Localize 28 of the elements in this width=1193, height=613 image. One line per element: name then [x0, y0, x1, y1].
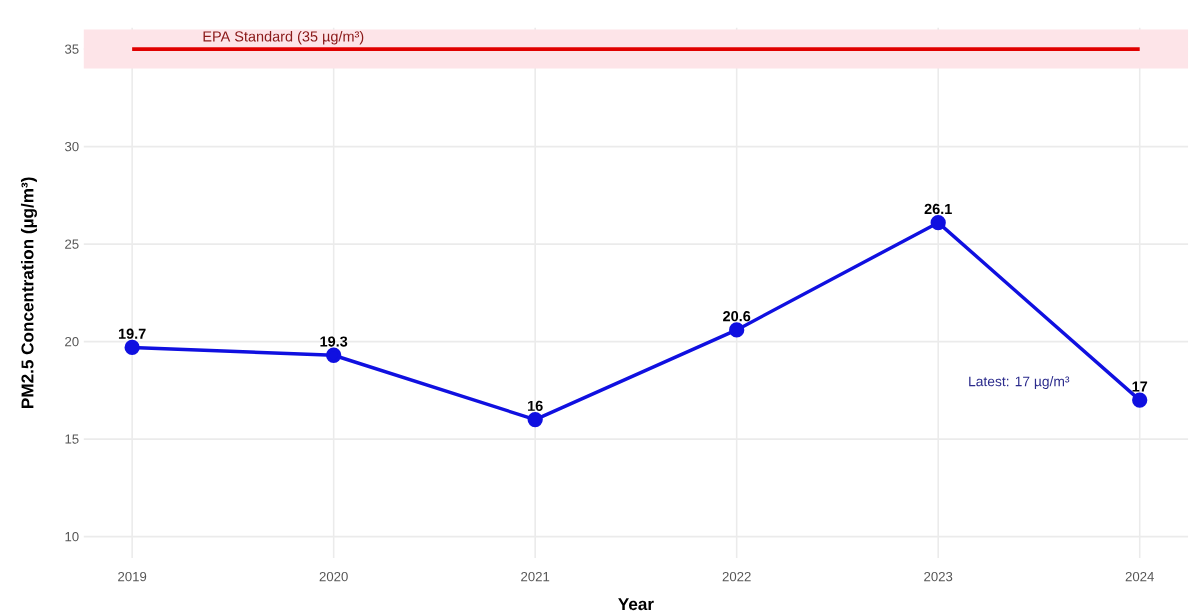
y-axis-title: PM2.5 Concentration (µg/m³): [20, 177, 38, 408]
y-tick-label: 10: [65, 531, 79, 542]
y-tick-label: 20: [65, 336, 79, 347]
y-tick-label: 30: [64, 141, 79, 152]
x-tick-label: 2021: [521, 571, 550, 582]
y-tick-label: 25: [65, 239, 79, 249]
point: [326, 347, 342, 363]
point: [1132, 392, 1148, 408]
point: [930, 214, 946, 231]
data-label: 16: [528, 400, 543, 411]
point: [527, 411, 543, 428]
x-tick-label: 2023: [924, 571, 953, 582]
annotation: Latest: 17 µg/m³: [969, 375, 1070, 389]
point: [124, 339, 140, 355]
x-tick-label: 2022: [722, 571, 751, 582]
ref-line-label: EPA Standard (35 µg/m³): [203, 30, 364, 45]
data-label: 17: [1132, 381, 1148, 392]
y-tick-label: 15: [65, 434, 79, 444]
data-label: 19.3: [320, 336, 348, 347]
data-label: 20.6: [723, 310, 751, 322]
point: [729, 322, 745, 338]
y-tick-label: 35: [64, 44, 79, 54]
x-tick-label: 2019: [118, 571, 147, 582]
x-axis-title: Year: [618, 598, 654, 610]
x-tick-label: 2020: [319, 571, 348, 582]
x-tick-label: 2024: [1125, 571, 1154, 582]
data-label: 26.1: [924, 203, 952, 214]
data-label: 19.7: [118, 328, 146, 339]
